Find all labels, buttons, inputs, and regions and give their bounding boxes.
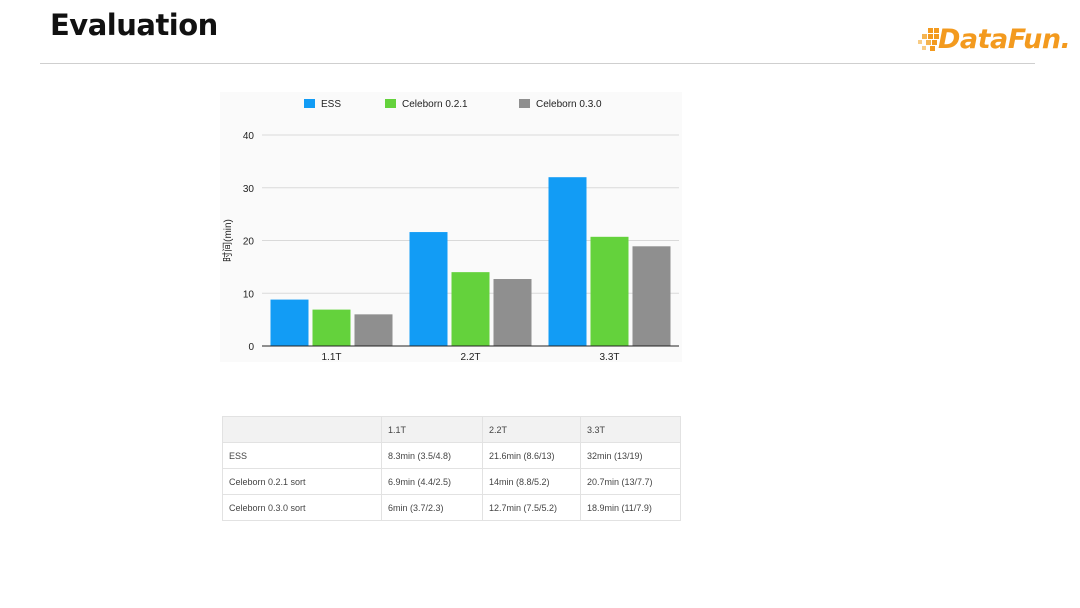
bar: [312, 309, 351, 346]
x-tick-label: 2.2T: [460, 352, 480, 362]
table-cell: 21.6min (8.6/13): [482, 442, 581, 469]
table-cell: 6min (3.7/2.3): [381, 494, 483, 521]
legend-label: Celeborn 0.2.1: [402, 99, 468, 110]
table-row: Celeborn 0.3.0 sort 6min (3.7/2.3) 12.7m…: [222, 494, 681, 521]
legend-label: Celeborn 0.3.0: [536, 99, 602, 110]
bar: [493, 279, 532, 346]
legend-swatch: [385, 99, 396, 108]
table-row: Celeborn 0.2.1 sort 6.9min (4.4/2.5) 14m…: [222, 468, 681, 495]
table-row: ESS 8.3min (3.5/4.8) 21.6min (8.6/13) 32…: [222, 442, 681, 469]
table-cell: 20.7min (13/7.7): [580, 468, 681, 495]
bar: [632, 246, 671, 346]
table-cell: 14min (8.8/5.2): [482, 468, 581, 495]
y-tick-label: 10: [243, 289, 255, 300]
y-tick-label: 20: [243, 237, 255, 248]
results-table: 1.1T 2.2T 3.3T ESS 8.3min (3.5/4.8) 21.6…: [222, 416, 681, 521]
legend-swatch: [519, 99, 530, 108]
table-cell: Celeborn 0.2.1 sort: [222, 468, 382, 495]
bar-chart: 0 10 20 30 40 时间(min) 1.1T 2.2T 3.3T ESS Celeborn …: [220, 92, 682, 362]
bar: [409, 232, 448, 346]
bar: [451, 272, 490, 346]
x-tick-label: 1.1T: [321, 352, 341, 362]
table-cell: 32min (13/19): [580, 442, 681, 469]
bar: [270, 299, 309, 346]
bar: [354, 314, 393, 346]
table-cell: 8.3min (3.5/4.8): [381, 442, 483, 469]
y-tick-label: 0: [248, 342, 254, 353]
page-title: Evaluation: [50, 8, 218, 42]
table-header-cell: 3.3T: [580, 416, 681, 443]
bar: [590, 236, 629, 346]
logo-text: DataFun.: [938, 24, 1071, 55]
legend-swatch: [304, 99, 315, 108]
table-cell: 18.9min (11/7.9): [580, 494, 681, 521]
table-cell: 12.7min (7.5/5.2): [482, 494, 581, 521]
title-divider: [40, 63, 1035, 64]
table-cell: ESS: [222, 442, 382, 469]
y-tick-label: 40: [243, 131, 255, 142]
table-header-cell: [222, 416, 382, 443]
logo-pixel-icon: [918, 28, 939, 51]
x-tick-label: 3.3T: [599, 352, 619, 362]
bar: [548, 177, 587, 346]
table-header-cell: 1.1T: [381, 416, 483, 443]
legend-label: ESS: [321, 99, 341, 110]
table-header-row: 1.1T 2.2T 3.3T: [222, 416, 681, 443]
table-cell: Celeborn 0.3.0 sort: [222, 494, 382, 521]
y-axis-label: 时间(min): [221, 219, 234, 262]
table-cell: 6.9min (4.4/2.5): [381, 468, 483, 495]
y-tick-label: 30: [243, 184, 255, 195]
datafun-logo: DataFun.: [918, 22, 1071, 58]
table-header-cell: 2.2T: [482, 416, 581, 443]
